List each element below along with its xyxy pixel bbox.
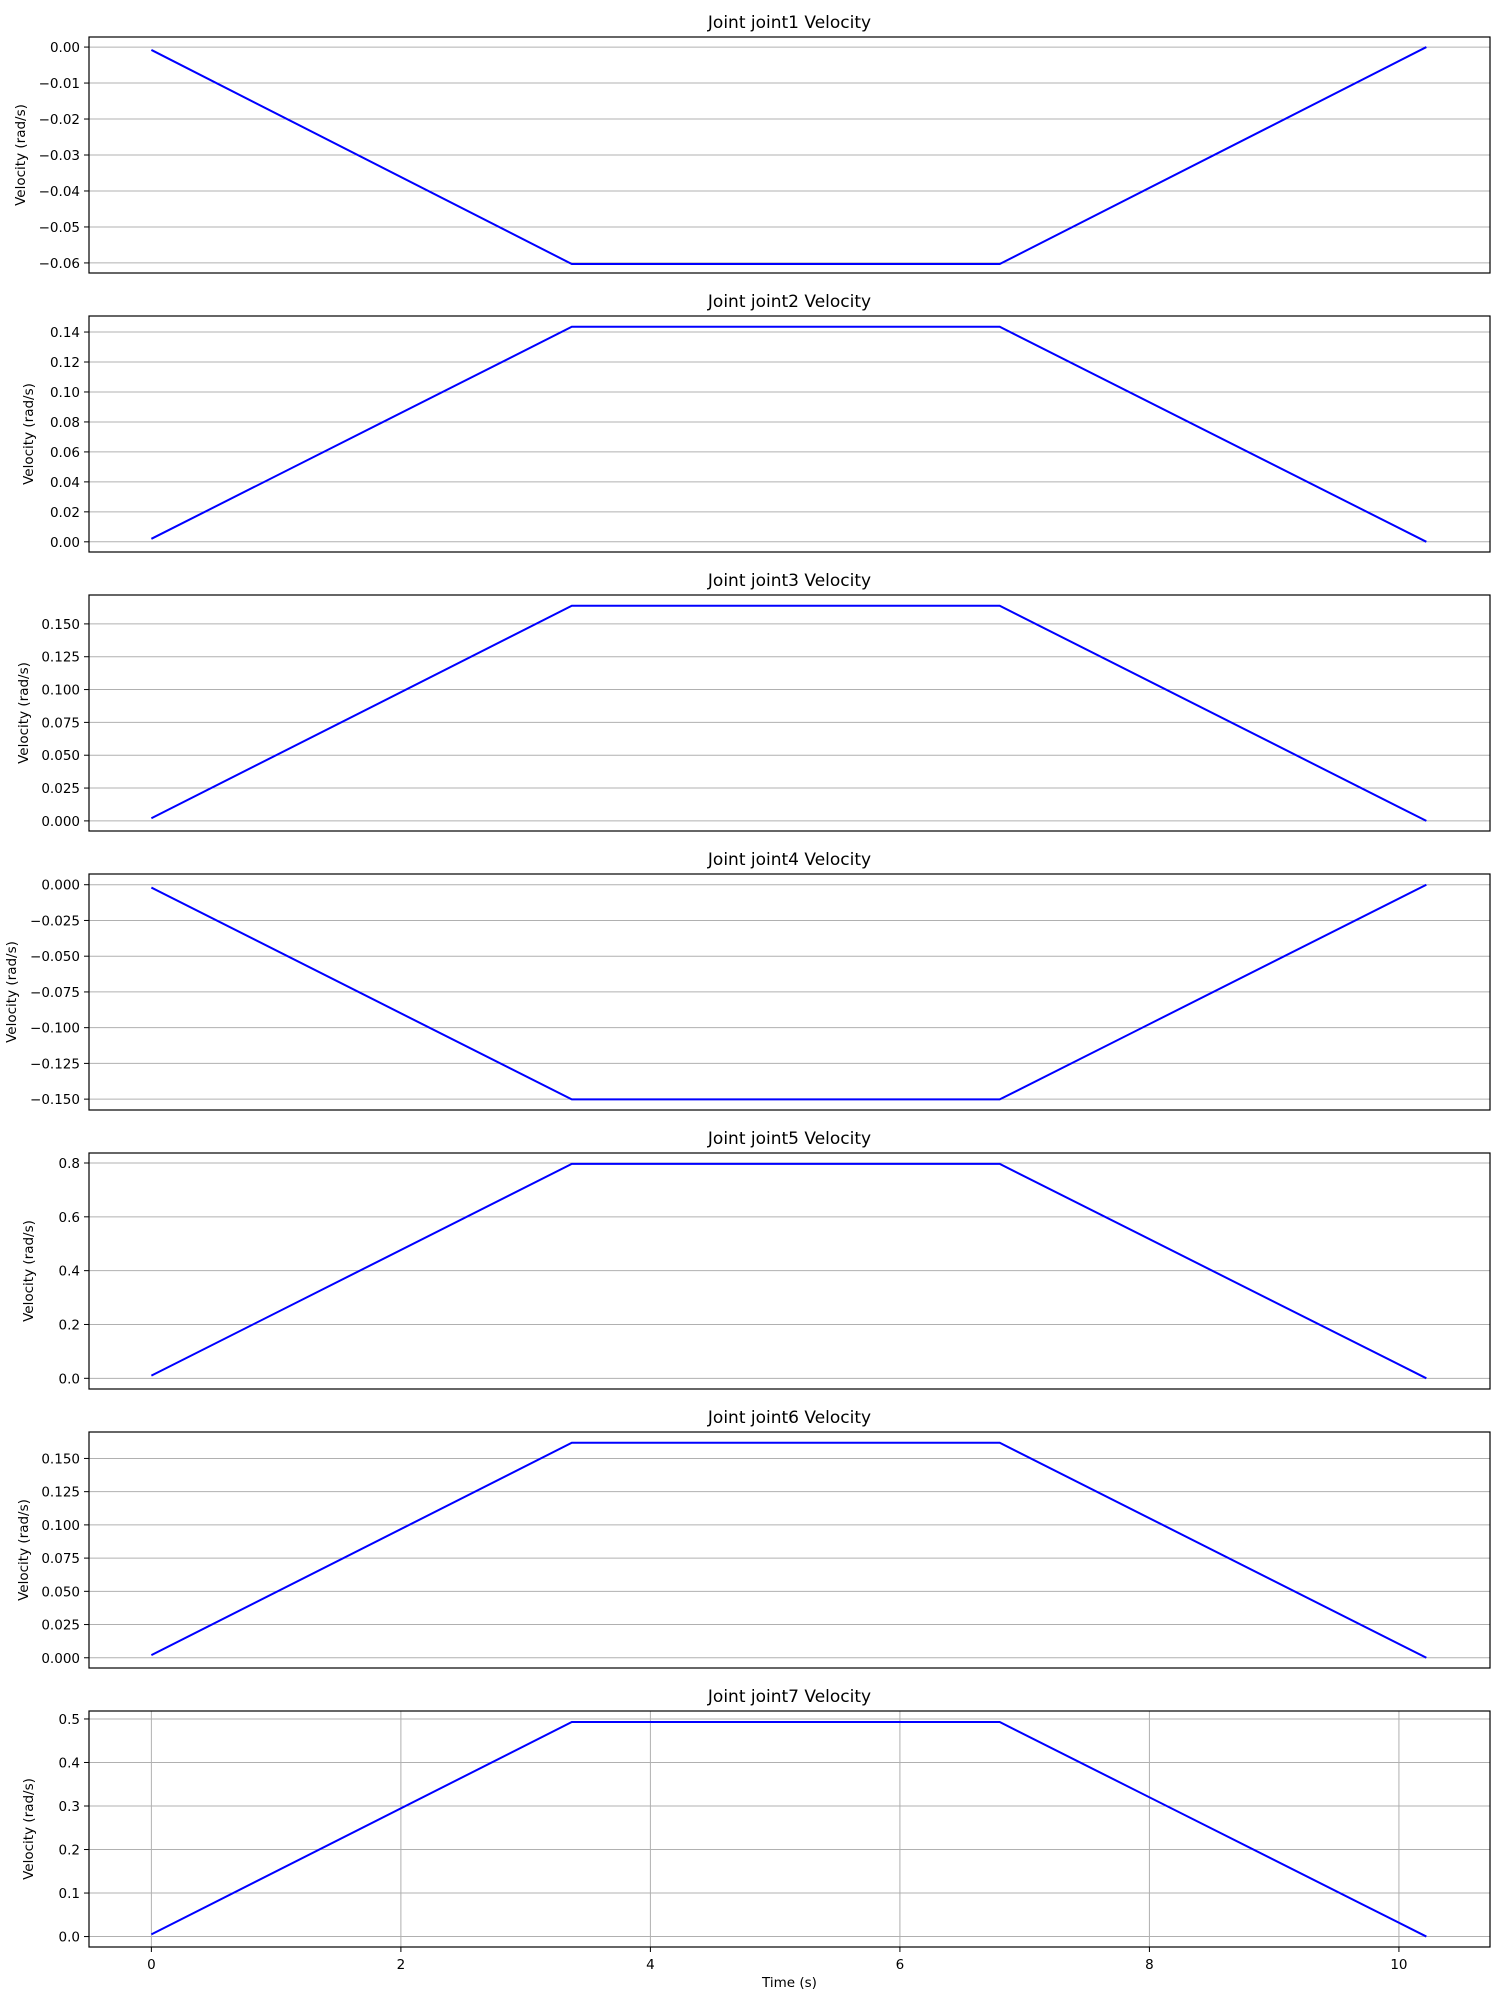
subplot-7: 0.0 0.1 0.2 0.3 0.4 0.5 0 2 4 6 8 10 Joint joint7 Ve… <box>21 1687 1491 1991</box>
series-line <box>150 604 1427 822</box>
y-tick-label: −0.03 <box>39 148 80 164</box>
y-tick-label: 0.000 <box>41 1651 80 1667</box>
series-line <box>150 1441 1427 1659</box>
y-tick-label: −0.04 <box>39 184 80 200</box>
y-tick-label: 0.02 <box>50 505 80 521</box>
y-tick-label: 0.5 <box>59 1712 80 1728</box>
y-tick-label: −0.075 <box>30 985 80 1001</box>
subplot-6: 0.000 0.025 0.050 0.075 0.100 0.125 0.150 Joint… <box>16 1408 1491 1669</box>
x-tick-label: 8 <box>1145 1957 1154 1973</box>
series-line <box>150 883 1427 1101</box>
chart-title: Joint joint2 Velocity <box>707 292 871 312</box>
subplot-3: 0.000 0.025 0.050 0.075 0.100 0.125 0.150 Joint… <box>16 571 1491 832</box>
y-tick-label: −0.02 <box>39 112 80 128</box>
y-tick-label: 0.125 <box>41 1485 80 1501</box>
series-line <box>150 1162 1427 1380</box>
y-tick-label: 0.100 <box>41 1518 80 1534</box>
y-axis-label: Velocity (rad/s) <box>4 941 20 1043</box>
y-axis-label: Velocity (rad/s) <box>13 104 29 206</box>
y-tick-label: 0.10 <box>50 385 80 401</box>
y-tick-label: 0.075 <box>41 715 80 731</box>
y-tick-label: 0.0 <box>59 1930 80 1946</box>
y-tick-label: 0.3 <box>59 1799 80 1815</box>
subplot-4: 0.000 −0.025 −0.050 −0.075 −0.100 −0.125 −0.15… <box>4 850 1491 1111</box>
y-tick-label: 0.050 <box>41 1584 80 1600</box>
y-tick-label: 0.150 <box>41 617 80 633</box>
y-axis-label: Velocity (rad/s) <box>16 1499 32 1601</box>
x-tick-label: 0 <box>147 1957 156 1973</box>
y-tick-label: 0.08 <box>50 415 80 431</box>
series-line <box>150 325 1427 543</box>
y-tick-label: 0.00 <box>50 40 80 56</box>
plot-frame <box>88 1710 1491 1948</box>
y-tick-label: −0.150 <box>30 1092 80 1108</box>
y-axis-label: Velocity (rad/s) <box>21 1220 37 1322</box>
y-tick-label: 0.6 <box>59 1210 80 1226</box>
y-tick-label: 0.075 <box>41 1551 80 1567</box>
chart-title: Joint joint6 Velocity <box>707 1408 871 1428</box>
series-line <box>150 1721 1427 1938</box>
chart-title: Joint joint1 Velocity <box>707 13 871 33</box>
y-tick-label: 0.12 <box>50 355 80 371</box>
y-tick-label: 0.4 <box>59 1755 80 1771</box>
y-tick-label: 0.025 <box>41 781 80 797</box>
y-tick-label: −0.125 <box>30 1056 80 1072</box>
y-tick-label: 0.2 <box>59 1843 80 1859</box>
plot-frame <box>88 315 1491 553</box>
y-tick-label: 0.150 <box>41 1451 80 1467</box>
x-tick-label: 2 <box>397 1957 406 1973</box>
y-tick-label: 0.050 <box>41 748 80 764</box>
y-tick-label: 0.100 <box>41 683 80 699</box>
chart-title: Joint joint7 Velocity <box>707 1687 871 1707</box>
series-line <box>150 46 1427 266</box>
x-tick-label: 6 <box>896 1957 905 1973</box>
y-tick-label: −0.050 <box>30 949 80 965</box>
y-axis-label: Velocity (rad/s) <box>21 1778 37 1880</box>
subplot-1: 0.00 −0.01 −0.02 −0.03 −0.04 −0.05 −0.06 Joint … <box>13 13 1491 274</box>
y-tick-label: 0.06 <box>50 445 80 461</box>
chart-title: Joint joint3 Velocity <box>707 571 871 591</box>
y-tick-label: 0.025 <box>41 1618 80 1634</box>
y-tick-label: −0.05 <box>39 220 80 236</box>
y-tick-label: 0.14 <box>50 325 80 341</box>
y-axis-label: Velocity (rad/s) <box>21 383 37 485</box>
y-tick-label: 0.0 <box>59 1371 80 1387</box>
y-tick-label: 0.2 <box>59 1317 80 1333</box>
y-tick-label: 0.04 <box>50 475 80 491</box>
subplot-5: 0.0 0.2 0.4 0.6 0.8 Joint joint5 Velocity Velo… <box>21 1129 1491 1390</box>
y-tick-label: 0.000 <box>41 814 80 830</box>
y-tick-label: −0.06 <box>39 256 80 272</box>
y-tick-label: 0.125 <box>41 650 80 666</box>
y-tick-label: 0.000 <box>41 878 80 894</box>
y-tick-label: 0.00 <box>50 535 80 551</box>
y-tick-label: −0.100 <box>30 1021 80 1037</box>
y-tick-label: −0.01 <box>39 76 80 92</box>
chart-title: Joint joint5 Velocity <box>707 1129 871 1149</box>
y-tick-label: 0.8 <box>59 1156 80 1172</box>
x-tick-label: 10 <box>1390 1957 1407 1973</box>
x-tick-label: 4 <box>646 1957 655 1973</box>
subplot-2: 0.00 0.02 0.04 0.06 0.08 0.10 0.12 0.14 Joint jo… <box>21 292 1491 553</box>
y-axis-label: Velocity (rad/s) <box>16 662 32 764</box>
plot-frame <box>88 594 1491 832</box>
plot-frame <box>88 1431 1491 1669</box>
chart-title: Joint joint4 Velocity <box>707 850 871 870</box>
y-tick-label: −0.025 <box>30 913 80 929</box>
y-tick-label: 0.1 <box>59 1886 80 1902</box>
y-tick-label: 0.4 <box>59 1264 80 1280</box>
x-axis-label: Time (s) <box>761 1975 817 1991</box>
